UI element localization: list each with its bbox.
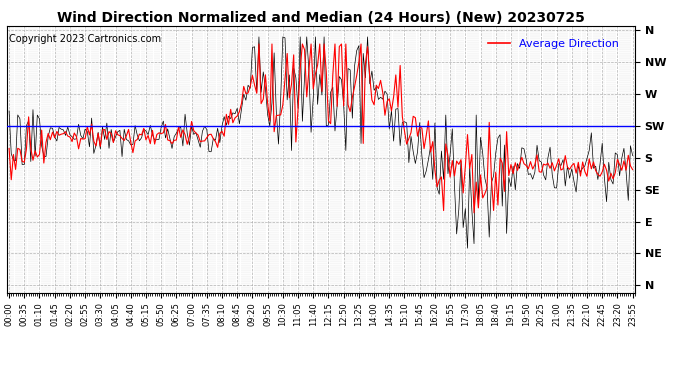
Legend: Average Direction: Average Direction [483, 34, 623, 53]
Title: Wind Direction Normalized and Median (24 Hours) (New) 20230725: Wind Direction Normalized and Median (24… [57, 11, 585, 25]
Text: Copyright 2023 Cartronics.com: Copyright 2023 Cartronics.com [9, 34, 161, 44]
